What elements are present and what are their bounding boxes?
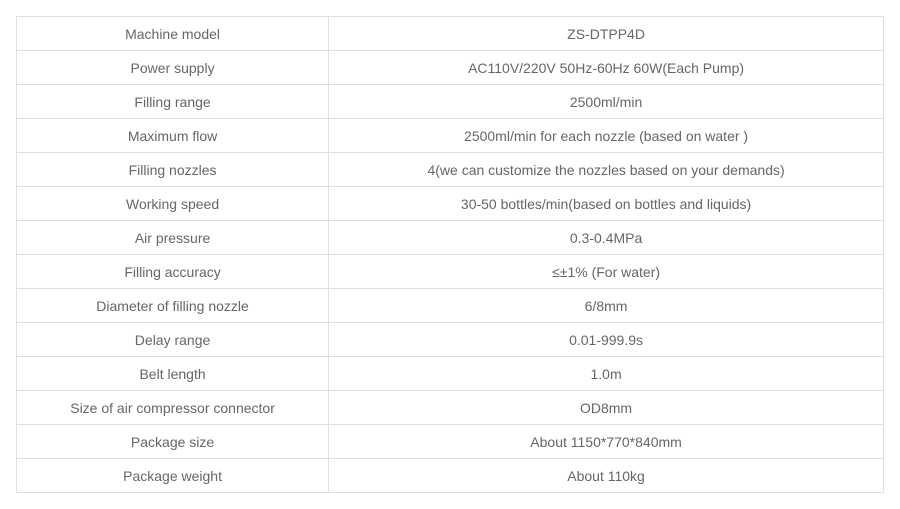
spec-label: Filling accuracy: [17, 255, 329, 289]
spec-value: ZS-DTPP4D: [329, 17, 884, 51]
spec-value: 30-50 bottles/min(based on bottles and l…: [329, 187, 884, 221]
table-row: Belt length1.0m: [17, 357, 884, 391]
table-row: Delay range0.01-999.9s: [17, 323, 884, 357]
spec-value: OD8mm: [329, 391, 884, 425]
spec-value: 2500ml/min: [329, 85, 884, 119]
spec-label: Delay range: [17, 323, 329, 357]
table-row: Machine modelZS-DTPP4D: [17, 17, 884, 51]
spec-value: AC110V/220V 50Hz-60Hz 60W(Each Pump): [329, 51, 884, 85]
table-row: Package sizeAbout 1150*770*840mm: [17, 425, 884, 459]
spec-label: Working speed: [17, 187, 329, 221]
table-row: Filling nozzles4(we can customize the no…: [17, 153, 884, 187]
table-body: Machine modelZS-DTPP4DPower supplyAC110V…: [17, 17, 884, 493]
spec-label: Filling nozzles: [17, 153, 329, 187]
table-row: Filling accuracy≤±1% (For water): [17, 255, 884, 289]
spec-label: Belt length: [17, 357, 329, 391]
table-row: Working speed30-50 bottles/min(based on …: [17, 187, 884, 221]
spec-label: Air pressure: [17, 221, 329, 255]
table-row: Power supplyAC110V/220V 50Hz-60Hz 60W(Ea…: [17, 51, 884, 85]
table-row: Maximum flow2500ml/min for each nozzle (…: [17, 119, 884, 153]
table-row: Diameter of filling nozzle6/8mm: [17, 289, 884, 323]
spec-label: Package size: [17, 425, 329, 459]
specifications-table: Machine modelZS-DTPP4DPower supplyAC110V…: [16, 16, 884, 493]
spec-value: 0.3-0.4MPa: [329, 221, 884, 255]
spec-label: Diameter of filling nozzle: [17, 289, 329, 323]
spec-value: About 110kg: [329, 459, 884, 493]
spec-value: 4(we can customize the nozzles based on …: [329, 153, 884, 187]
spec-label: Power supply: [17, 51, 329, 85]
spec-value: 2500ml/min for each nozzle (based on wat…: [329, 119, 884, 153]
spec-label: Machine model: [17, 17, 329, 51]
spec-value: About 1150*770*840mm: [329, 425, 884, 459]
spec-label: Package weight: [17, 459, 329, 493]
spec-value: 1.0m: [329, 357, 884, 391]
spec-value: 6/8mm: [329, 289, 884, 323]
spec-label: Size of air compressor connector: [17, 391, 329, 425]
table-row: Package weightAbout 110kg: [17, 459, 884, 493]
spec-label: Filling range: [17, 85, 329, 119]
table-row: Filling range2500ml/min: [17, 85, 884, 119]
spec-label: Maximum flow: [17, 119, 329, 153]
spec-value: ≤±1% (For water): [329, 255, 884, 289]
spec-value: 0.01-999.9s: [329, 323, 884, 357]
table-row: Size of air compressor connectorOD8mm: [17, 391, 884, 425]
table-row: Air pressure0.3-0.4MPa: [17, 221, 884, 255]
